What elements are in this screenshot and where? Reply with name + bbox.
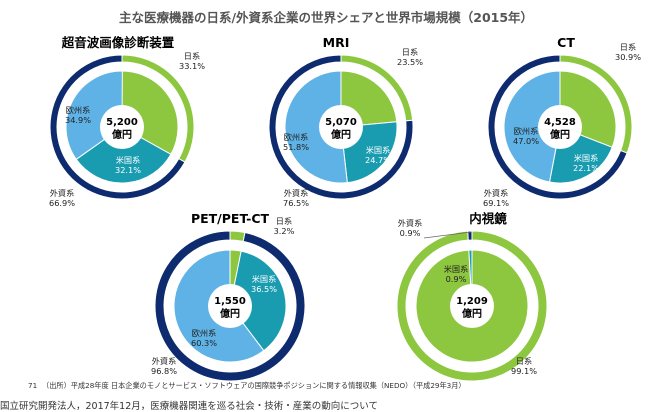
market-size-value: 1,550	[214, 296, 246, 307]
market-size-value: 1,209	[456, 296, 488, 307]
outer-slice-foreign	[268, 54, 414, 200]
center-disk	[450, 284, 494, 328]
center-disk	[100, 105, 144, 149]
caption: 国立研究開発法人，2017年12月，医療機器関連を巡る社会・技術・産業の動向につ…	[0, 401, 378, 412]
market-size-value: 5,070	[325, 117, 357, 128]
outer-label-pct: 96.8%	[151, 366, 177, 376]
inner-label-name: 米国系	[444, 264, 469, 274]
inner-label-name: 米国系	[366, 145, 391, 155]
outer-label-pct: 0.9%	[400, 228, 421, 238]
outer-label-name: 日系	[620, 42, 636, 52]
chart-title: MRI	[323, 35, 350, 50]
outer-label-name: 日系	[516, 356, 532, 366]
outer-label-pct: 76.5%	[283, 198, 309, 208]
inner-label-pct: 32.1%	[115, 165, 141, 175]
outer-slice-foreign	[49, 54, 186, 200]
page-number: 71	[28, 381, 38, 390]
leader-line	[423, 231, 472, 239]
chart-title: PET/PET-CT	[191, 211, 270, 226]
outer-label-pct: 99.1%	[511, 366, 537, 376]
outer-label-name: 日系	[184, 51, 200, 61]
market-size-unit: 億円	[112, 128, 132, 141]
outer-label-pct: 23.5%	[397, 57, 423, 67]
inner-label-pct: 0.9%	[446, 274, 467, 284]
market-size-unit: 億円	[550, 128, 570, 141]
center-disk	[538, 105, 582, 149]
center-disk	[319, 105, 363, 149]
outer-label-pct: 69.1%	[483, 198, 509, 208]
inner-label-pct: 22.1%	[573, 163, 599, 173]
outer-slice-foreign	[467, 230, 473, 241]
chart-title: 超音波画像診断装置	[61, 35, 175, 50]
inner-label-name: 米国系	[116, 155, 141, 165]
outer-label-name: 外資系	[484, 188, 509, 198]
figure-title: 主な医療機器の日系/外資系企業の世界シェアと世界市場規模（2015年）	[118, 10, 534, 25]
inner-label-pct: 51.8%	[283, 142, 309, 152]
outer-label-name: 外資系	[152, 356, 177, 366]
outer-label-pct: 33.1%	[179, 61, 205, 71]
outer-label-pct: 30.9%	[615, 52, 641, 62]
outer-label-name: 外資系	[50, 188, 75, 198]
market-size-unit: 億円	[462, 307, 482, 320]
chart-title: 内視鏡	[469, 211, 507, 226]
outer-label-name: 日系	[402, 47, 418, 57]
market-size-unit: 億円	[331, 128, 351, 141]
outer-slice-foreign	[154, 230, 306, 382]
outer-label-name: 日系	[276, 216, 292, 226]
inner-label-pct: 34.9%	[65, 115, 91, 125]
outer-label-pct: 3.2%	[274, 226, 295, 236]
outer-slice-japan	[229, 230, 246, 242]
outer-label-name: 外資系	[284, 188, 309, 198]
market-size-unit: 億円	[220, 307, 240, 320]
inner-label-name: 欧州系	[514, 126, 539, 136]
inner-label-name: 欧州系	[192, 328, 217, 338]
outer-label-pct: 66.9%	[49, 198, 75, 208]
chart-title: CT	[557, 35, 575, 50]
inner-label-name: 米国系	[574, 153, 599, 163]
inner-label-pct: 24.7%	[365, 155, 391, 165]
outer-label-name: 外資系	[398, 218, 423, 228]
inner-label-pct: 60.3%	[191, 338, 217, 348]
market-size-value: 4,528	[544, 117, 576, 128]
market-size-value: 5,200	[106, 117, 138, 128]
inner-label-name: 欧州系	[284, 132, 309, 142]
source-note: （出所）平成28年度 日本企業のモノとサービス・ソフトウェアの国際競争ポジション…	[42, 381, 466, 390]
inner-label-pct: 36.5%	[251, 284, 277, 294]
inner-label-name: 欧州系	[66, 105, 91, 115]
outer-slice-foreign	[487, 54, 628, 200]
inner-label-name: 米国系	[252, 274, 277, 284]
center-disk	[208, 284, 252, 328]
inner-label-pct: 47.0%	[513, 136, 539, 146]
